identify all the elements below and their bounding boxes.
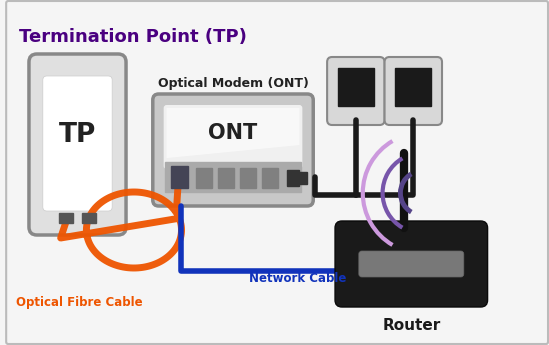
Bar (197, 168, 212, 188)
Text: Router: Router (382, 318, 440, 333)
Bar (338, 68, 374, 106)
Text: Optical Modem (ONT): Optical Modem (ONT) (158, 77, 309, 90)
Bar (395, 68, 431, 106)
Bar (299, 172, 307, 184)
Bar (165, 162, 301, 192)
Bar (288, 170, 299, 186)
Bar (262, 168, 278, 188)
FancyBboxPatch shape (359, 251, 464, 277)
Bar (218, 168, 234, 188)
Polygon shape (61, 87, 106, 186)
FancyBboxPatch shape (29, 54, 126, 235)
Bar (59, 213, 72, 223)
FancyBboxPatch shape (6, 1, 548, 344)
FancyBboxPatch shape (384, 57, 442, 125)
FancyBboxPatch shape (327, 57, 384, 125)
FancyBboxPatch shape (153, 94, 313, 206)
Text: Termination Point (TP): Termination Point (TP) (19, 28, 247, 46)
FancyBboxPatch shape (43, 76, 112, 211)
Text: ONT: ONT (209, 123, 257, 143)
Text: TP: TP (59, 121, 96, 148)
Polygon shape (167, 108, 299, 158)
Bar (240, 168, 256, 188)
Bar (171, 166, 188, 188)
FancyBboxPatch shape (335, 221, 488, 307)
Text: Optical Fibre Cable: Optical Fibre Cable (16, 296, 143, 309)
Text: Network Cable: Network Cable (249, 272, 346, 285)
FancyBboxPatch shape (164, 105, 302, 169)
Bar (82, 213, 96, 223)
